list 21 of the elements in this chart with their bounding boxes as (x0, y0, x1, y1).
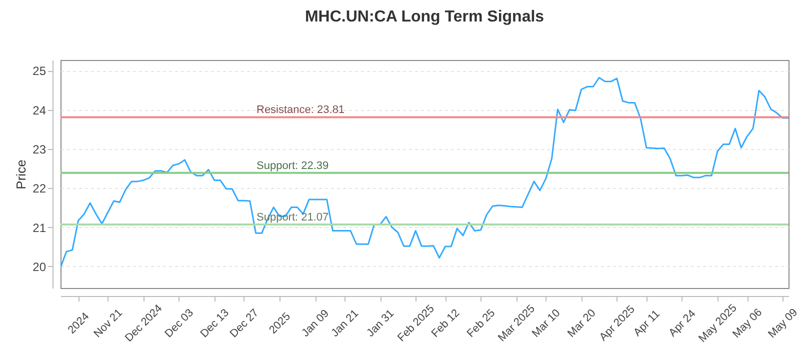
y-tick-label: 23 (32, 142, 46, 156)
x-tick-label: Dec 03 (162, 306, 196, 340)
x-tick-label: May 09 (766, 306, 800, 340)
y-tick-label: 20 (32, 260, 46, 274)
chart-title: MHC.UN:CA Long Term Signals (304, 8, 544, 26)
line-series (60, 76, 788, 268)
ref-line-label: Resistance: 23.81 (256, 104, 345, 116)
x-tick-label: Nov 21 (92, 306, 125, 340)
y-tick-label: 21 (32, 220, 46, 235)
y-tick-label: 22 (32, 182, 46, 196)
x-tick-label: Apr 24 (666, 308, 698, 340)
y-tick-label: 25 (32, 64, 46, 78)
y-axis-title: Price (14, 160, 29, 190)
ref-line-label: Support: 22.39 (256, 160, 329, 172)
x-tick-label: Jan 21 (329, 308, 362, 340)
x-tick-label: Mar 20 (565, 307, 598, 340)
y-tick-label: 24 (32, 103, 46, 118)
x-tick-label: Feb 25 (464, 307, 498, 340)
x-tick-label: Jan 31 (364, 308, 397, 340)
x-tick-label: Dec 27 (228, 306, 262, 340)
x-tick-label: Jan 09 (300, 308, 332, 340)
